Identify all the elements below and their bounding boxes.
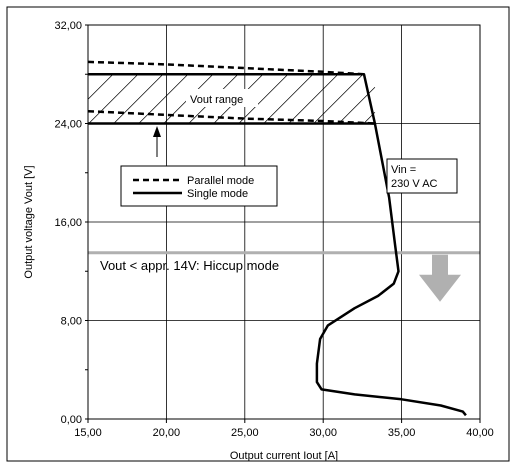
range-arrow-head bbox=[153, 126, 161, 137]
hatch-line bbox=[88, 74, 114, 100]
x-tick-label: 25,00 bbox=[231, 427, 259, 439]
hatch-line bbox=[313, 74, 364, 124]
x-tick-label: 35,00 bbox=[388, 427, 416, 439]
x-tick-label: 30,00 bbox=[309, 427, 337, 439]
vin-label-line1: Vin = bbox=[391, 164, 416, 176]
legend: Parallel mode Single mode bbox=[120, 165, 278, 207]
x-axis-title: Output current Iout [A] bbox=[230, 450, 338, 462]
legend-box bbox=[120, 165, 278, 207]
y-tick-label: 0,00 bbox=[61, 414, 82, 426]
vout-range-label: Vout range bbox=[190, 94, 243, 106]
vin-annotation: Vin = 230 V AC bbox=[386, 158, 458, 194]
x-tick-label: 40,00 bbox=[466, 427, 494, 439]
y-tick-label: 24,00 bbox=[54, 119, 82, 131]
chart-frame bbox=[6, 6, 510, 462]
vout-range-hatch bbox=[88, 74, 376, 124]
hatch-line bbox=[113, 74, 164, 124]
x-tick-label: 15,00 bbox=[74, 427, 102, 439]
hatch-line bbox=[88, 74, 139, 124]
series-parallel-mode-line bbox=[88, 60, 365, 76]
hiccup-region bbox=[88, 251, 480, 302]
series-parallel-mode-line bbox=[88, 109, 375, 125]
y-tick-label: 32,00 bbox=[54, 20, 82, 32]
legend-label-parallel: Parallel mode bbox=[187, 175, 254, 187]
hatch-line bbox=[238, 74, 289, 124]
vin-label-line2: 230 V AC bbox=[391, 178, 438, 190]
tick-labels: 15,00 20,00 25,00 30,00 35,00 40,00 0,00 8,00 16… bbox=[54, 20, 493, 439]
y-tick-label: 16,00 bbox=[54, 217, 82, 229]
hiccup-arrow-icon bbox=[419, 254, 461, 302]
y-axis-title: Output voltage Vout [V] bbox=[23, 165, 35, 278]
legend-label-single: Single mode bbox=[187, 188, 248, 200]
series-single-mode-line bbox=[88, 73, 467, 417]
vin-box bbox=[386, 158, 458, 194]
series-group bbox=[88, 60, 467, 417]
hiccup-label: Vout < appr. 14V: Hiccup mode bbox=[100, 258, 279, 273]
y-tick-label: 8,00 bbox=[61, 316, 82, 328]
hatch-line bbox=[138, 74, 189, 124]
x-tick-label: 20,00 bbox=[153, 427, 181, 439]
vout-range-label-bg bbox=[186, 89, 258, 107]
hatch-line bbox=[263, 74, 314, 124]
hatch-line bbox=[288, 74, 339, 124]
